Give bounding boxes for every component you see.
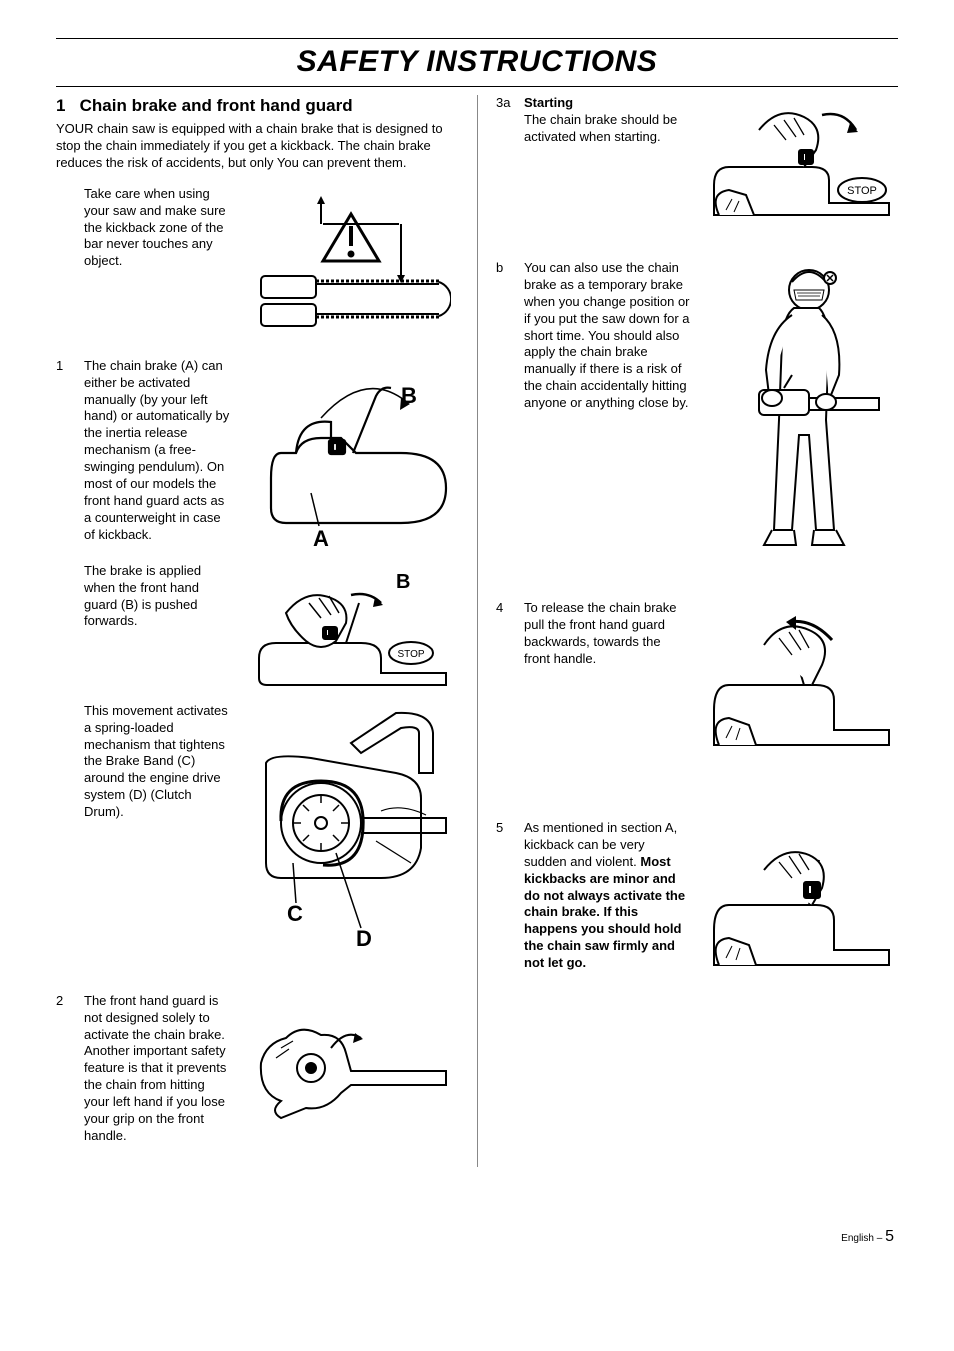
row-item-5: 5 As mentioned in section A, kickback ca… — [496, 820, 898, 990]
two-column-layout: 1 Chain brake and front hand guard YOUR … — [56, 95, 898, 1167]
right-column: 3a Starting The chain brake should be ac… — [477, 95, 898, 1167]
item-2-number: 2 — [56, 993, 84, 1010]
starting-figure: STOP — [704, 95, 894, 230]
release-brake-figure — [704, 600, 894, 770]
row-item-2: 2 The front hand guard is not designed s… — [56, 993, 459, 1145]
label-d: D — [356, 926, 372, 951]
stop-label: STOP — [397, 649, 424, 660]
item-3b-number: b — [496, 260, 524, 277]
item-3a-text: The chain brake should be activated when… — [524, 112, 677, 144]
label-b-2: B — [396, 571, 410, 593]
item-1-number: 1 — [56, 358, 84, 375]
page-title: SAFETY INSTRUCTIONS — [56, 38, 898, 87]
label-c: C — [287, 901, 303, 926]
row-item-3b: b You can also use the chain brake as a … — [496, 260, 898, 550]
item-3a-number: 3a — [496, 95, 524, 112]
intro-paragraph: YOUR chain saw is equipped with a chain … — [56, 121, 459, 172]
hand-guard-ab-figure: B A — [251, 358, 451, 553]
page-footer: English – 5 — [56, 1227, 898, 1248]
item-5-text: As mentioned in section A, kickback can … — [524, 820, 700, 972]
stop-label-2: STOP — [847, 185, 877, 197]
brake-push-figure: B STOP — [251, 563, 451, 693]
footer-page-number: 5 — [885, 1228, 894, 1245]
left-column: 1 Chain brake and front hand guard YOUR … — [56, 95, 477, 1167]
kickback-zone-figure — [251, 186, 451, 336]
person-hold-figure — [714, 260, 884, 550]
saw-side-figure — [251, 993, 451, 1123]
item-2-text: The front hand guard is not designed sol… — [84, 993, 242, 1145]
item-4-text: To release the chain brake pull the fron… — [524, 600, 700, 668]
item-1-text: The chain brake (A) can either be activa… — [84, 358, 242, 544]
row-spring-mechanism: This movement activates a spring-loaded … — [56, 703, 459, 953]
section-title: Chain brake and front hand guard — [80, 96, 353, 115]
row-item-1: 1 The chain brake (A) can either be acti… — [56, 358, 459, 553]
brake-applied-text: The brake is applied when the front hand… — [84, 563, 242, 631]
footer-lang: English – — [841, 1233, 885, 1244]
care-text: Take care when using your saw and make s… — [84, 186, 242, 270]
section-number: 1 — [56, 96, 65, 115]
item-4-number: 4 — [496, 600, 524, 617]
label-a: A — [313, 526, 329, 551]
clutch-drum-figure: C D — [251, 703, 451, 953]
spring-mechanism-text: This movement activates a spring-loaded … — [84, 703, 242, 821]
row-kickback-zone: Take care when using your saw and make s… — [56, 186, 459, 336]
row-item-3a: 3a Starting The chain brake should be ac… — [496, 95, 898, 230]
label-b: B — [401, 383, 417, 408]
row-item-4: 4 To release the chain brake pull the fr… — [496, 600, 898, 770]
hold-firm-figure — [704, 820, 894, 990]
item-5-number: 5 — [496, 820, 524, 837]
row-brake-applied: The brake is applied when the front hand… — [56, 563, 459, 693]
item-5-text-bold: Most kickbacks are minor and do not alwa… — [524, 854, 685, 970]
item-3a-title: Starting — [524, 95, 573, 110]
item-3b-text: You can also use the chain brake as a te… — [524, 260, 700, 412]
section-heading: 1 Chain brake and front hand guard — [56, 95, 459, 117]
